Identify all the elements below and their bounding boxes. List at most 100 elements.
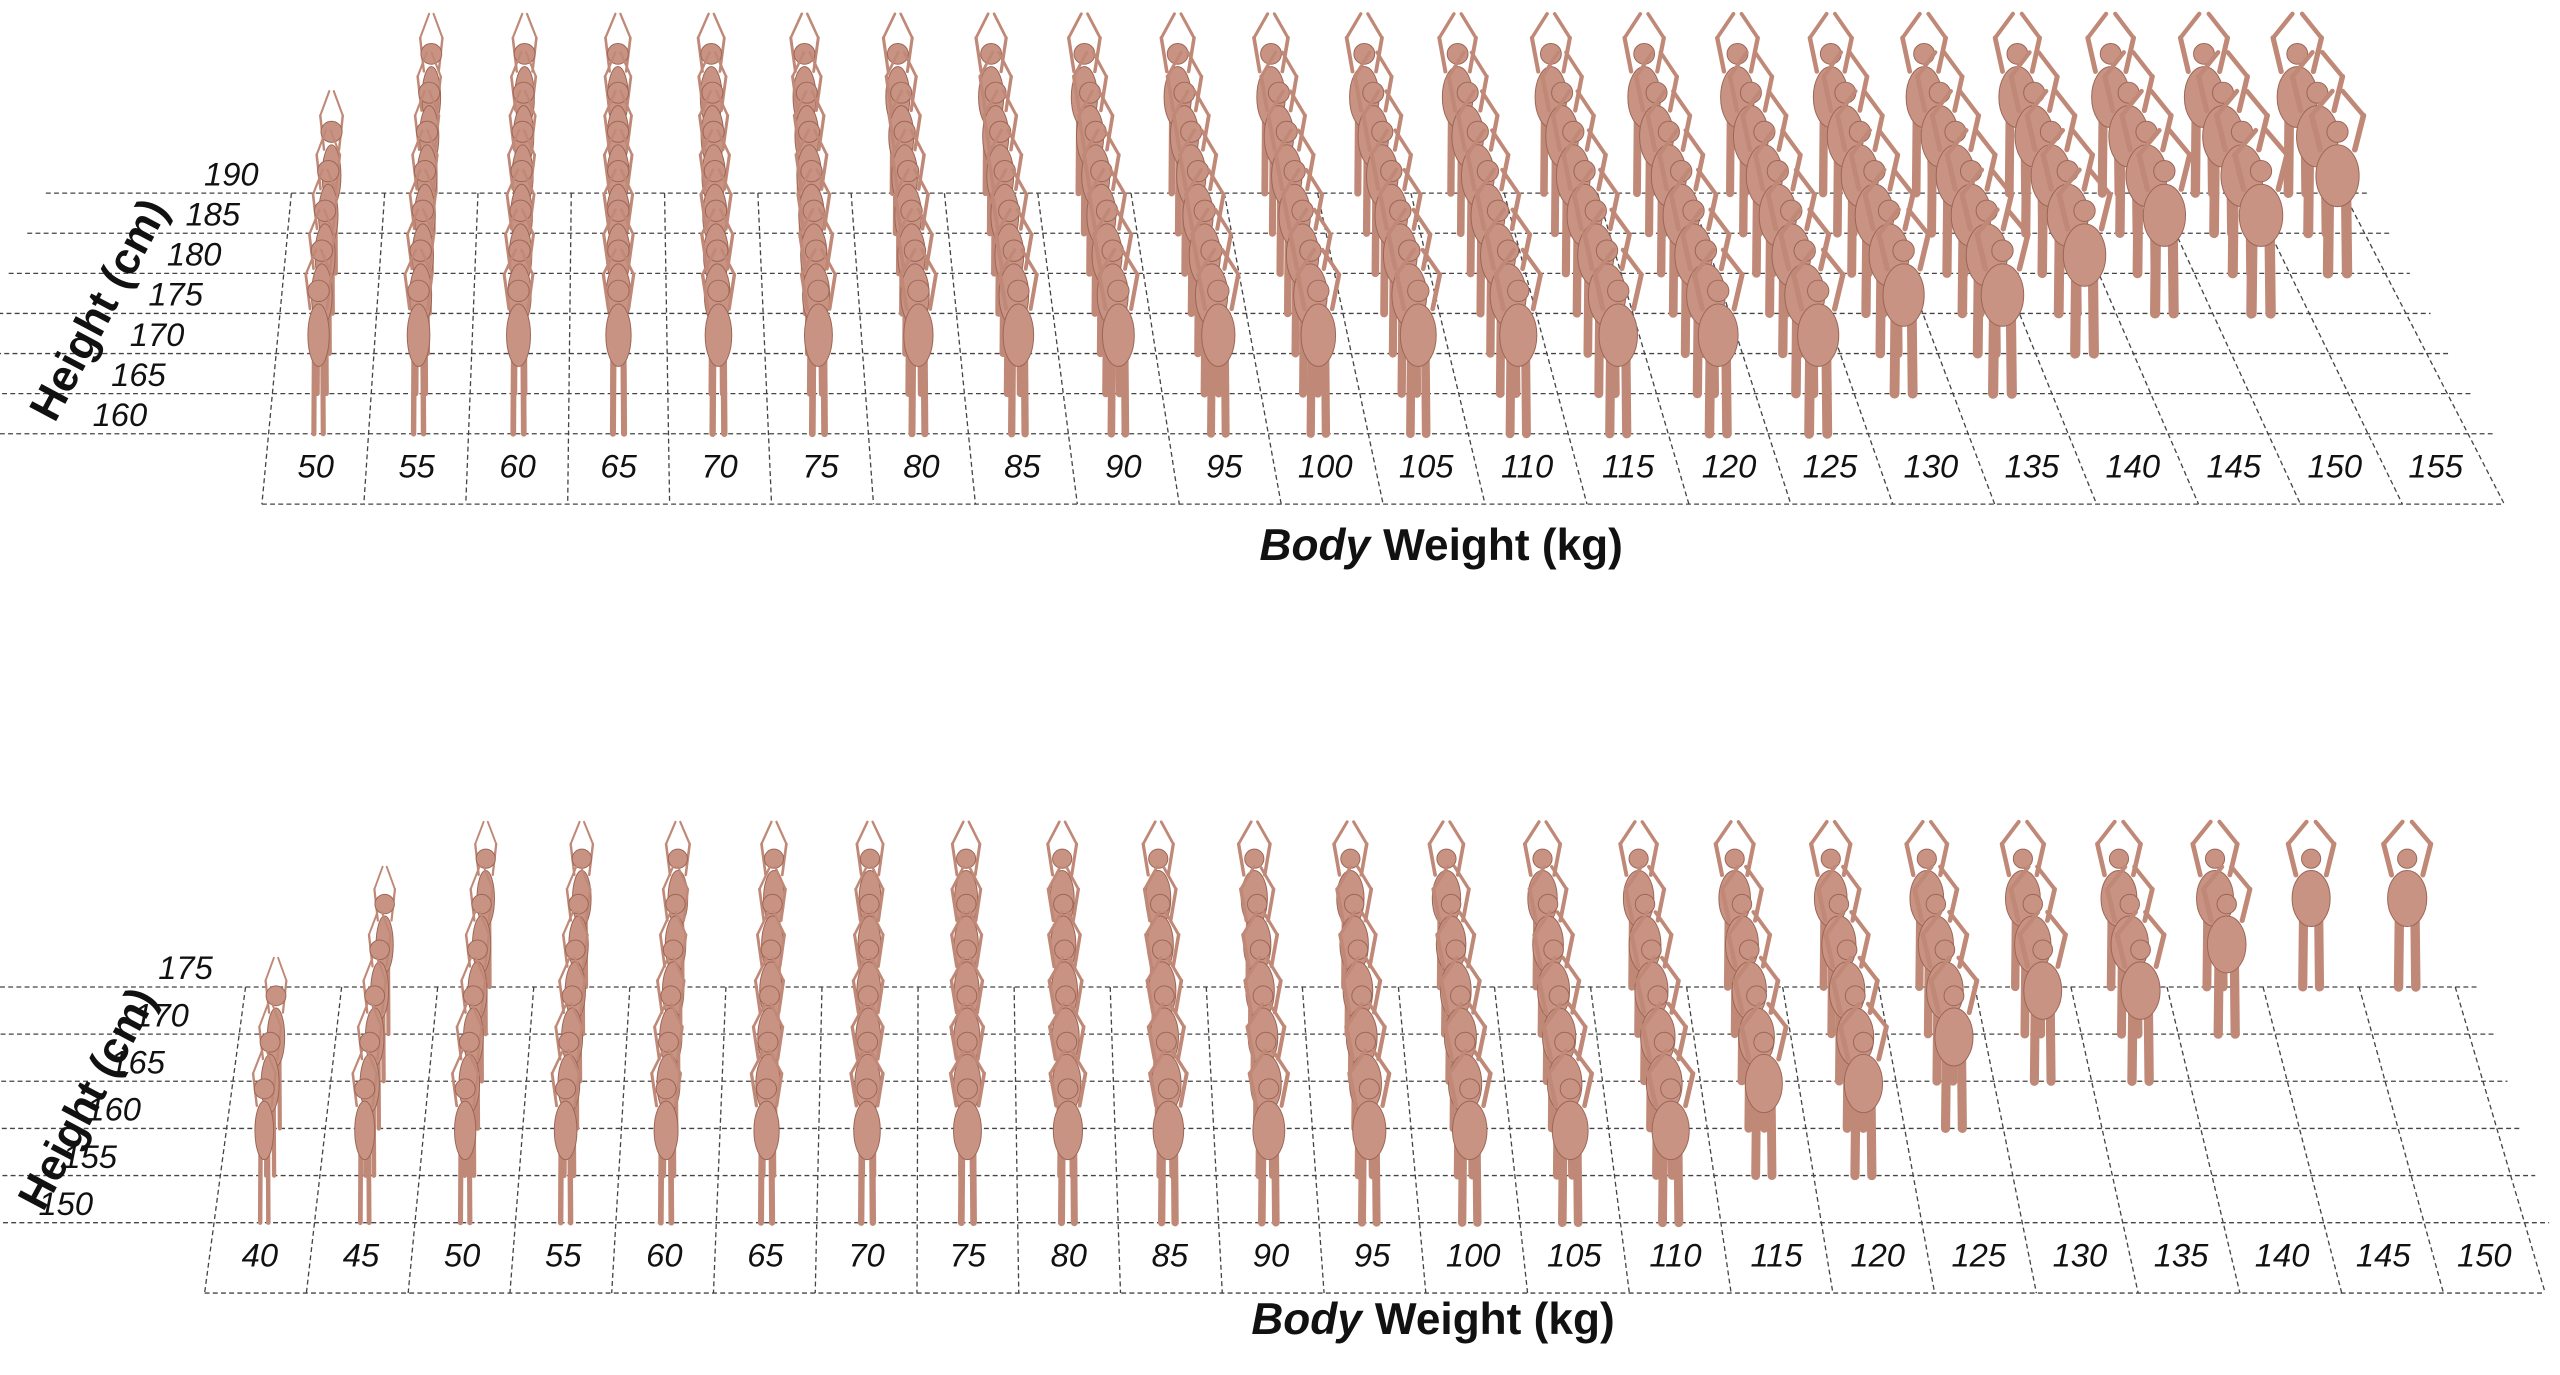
head <box>1917 849 1936 868</box>
head <box>1058 1079 1078 1099</box>
limb <box>259 1004 268 1027</box>
weight-label: 85 <box>1004 448 1041 485</box>
limb <box>2002 844 2009 875</box>
limb <box>1555 14 1570 38</box>
limb <box>266 958 274 981</box>
limb <box>1810 14 1827 38</box>
head <box>1181 121 1202 142</box>
limb <box>2415 918 2416 987</box>
weight-label: 155 <box>2408 448 2463 485</box>
head <box>1508 280 1529 301</box>
limb <box>1903 14 1920 38</box>
limb <box>1111 357 1112 434</box>
limb <box>320 91 329 115</box>
limb <box>1716 822 1731 844</box>
limb <box>1482 91 1498 115</box>
head <box>508 280 529 301</box>
torso <box>954 1101 982 1159</box>
limb <box>1577 1150 1578 1222</box>
limb <box>857 822 867 844</box>
limb <box>1012 357 1013 434</box>
limb <box>1723 250 1742 275</box>
limb <box>1960 91 1979 115</box>
head <box>658 1032 678 1052</box>
limb <box>698 14 708 38</box>
limb <box>1577 91 1593 115</box>
limb <box>873 822 883 844</box>
limb <box>1347 14 1361 38</box>
limb <box>1484 1073 1491 1105</box>
head <box>2033 940 2053 960</box>
limb <box>1835 14 1852 38</box>
weight-label: 90 <box>1105 448 1141 485</box>
limb <box>1811 844 1818 875</box>
torso <box>1652 1101 1689 1159</box>
limb <box>2132 1010 2133 1081</box>
limb <box>1662 1150 1663 1222</box>
head <box>758 1032 778 1052</box>
limb <box>1439 38 1445 72</box>
weight-label: 105 <box>1547 1237 1602 1274</box>
limb <box>2034 1010 2035 1081</box>
weight-label: 75 <box>949 1237 986 1274</box>
torso <box>1301 304 1336 366</box>
limb <box>2207 918 2208 987</box>
limb <box>1271 935 1277 967</box>
weight-label: 95 <box>1206 448 1243 485</box>
head <box>266 986 286 1006</box>
limb <box>1239 844 1244 875</box>
limb <box>2218 964 2219 1034</box>
grid-line <box>1302 987 1324 1293</box>
limb <box>2220 38 2228 72</box>
weight-label: 70 <box>701 448 737 485</box>
limb <box>2047 912 2065 935</box>
limb <box>488 822 496 844</box>
body-figure <box>2384 822 2431 987</box>
head <box>1739 940 1759 960</box>
torso <box>2316 145 2359 207</box>
limb <box>1931 822 1947 844</box>
limb <box>2214 157 2215 233</box>
limb <box>1162 1150 1163 1222</box>
limb <box>2288 822 2306 844</box>
limb <box>1962 237 1963 314</box>
torso <box>255 1101 274 1159</box>
head <box>1054 894 1073 913</box>
limb <box>1880 276 1881 353</box>
limb <box>1433 274 1440 308</box>
limb <box>924 357 925 434</box>
head <box>2398 849 2417 868</box>
limb <box>912 357 913 434</box>
limb <box>2346 197 2347 273</box>
head <box>1008 280 1029 301</box>
limb <box>1173 935 1178 967</box>
head <box>957 1032 977 1052</box>
limb <box>2219 822 2237 844</box>
grid-line <box>665 193 670 504</box>
limb <box>1823 118 1824 193</box>
head <box>1152 940 1172 960</box>
head <box>1845 986 1865 1006</box>
limb <box>1533 274 1540 308</box>
weight-label: 85 <box>1152 1237 1189 1274</box>
limb <box>1717 14 1733 38</box>
weight-label: 55 <box>398 448 435 485</box>
grid-line <box>364 193 385 504</box>
limb <box>1661 52 1677 76</box>
limb <box>1168 844 1173 875</box>
weight-label: 55 <box>545 1237 582 1274</box>
limb <box>2355 116 2364 150</box>
limb <box>2313 38 2321 72</box>
head <box>1057 1032 1077 1052</box>
limb <box>1698 170 1716 195</box>
limb <box>387 867 395 889</box>
head <box>1829 894 1848 913</box>
torso <box>1552 1101 1588 1159</box>
limb <box>1879 1027 1887 1059</box>
limb <box>1232 274 1239 308</box>
head <box>1992 240 2013 261</box>
x-axis-title: Weight (kg) <box>1375 1295 1615 1344</box>
limb <box>2026 157 2027 233</box>
